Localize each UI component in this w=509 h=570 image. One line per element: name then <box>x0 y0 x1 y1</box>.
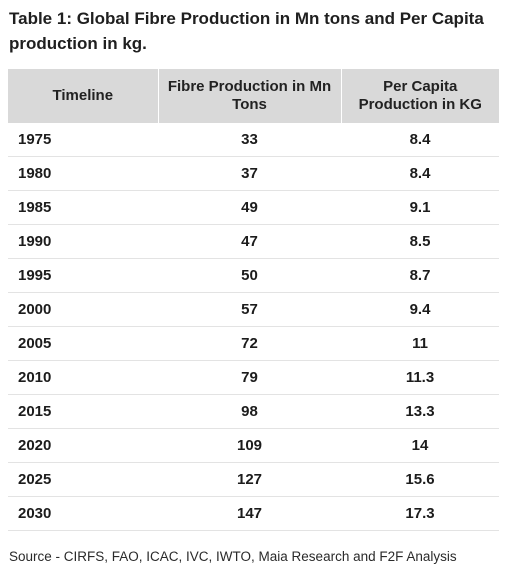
table-row: 1985 49 9.1 <box>8 190 499 225</box>
cell-per-capita: 8.7 <box>341 258 499 293</box>
table-row: 2025 127 15.6 <box>8 462 499 497</box>
table-row: 2010 79 11.3 <box>8 360 499 395</box>
header-fibre-production: Fibre Production in Mn Tons <box>158 69 342 123</box>
cell-per-capita: 8.4 <box>341 123 499 157</box>
cell-per-capita: 9.1 <box>341 190 499 225</box>
cell-fibre-production: 47 <box>158 224 341 259</box>
cell-timeline: 2010 <box>8 360 158 395</box>
table-row: 1975 33 8.4 <box>8 123 499 157</box>
cell-per-capita: 11 <box>341 326 499 361</box>
cell-timeline: 2020 <box>8 428 158 463</box>
cell-fibre-production: 98 <box>158 394 341 429</box>
table-row: 2030 147 17.3 <box>8 496 499 531</box>
table-row: 2000 57 9.4 <box>8 292 499 327</box>
cell-timeline: 1980 <box>8 156 158 191</box>
cell-fibre-production: 57 <box>158 292 341 327</box>
cell-fibre-production: 127 <box>158 462 341 497</box>
cell-per-capita: 17.3 <box>341 496 499 531</box>
data-table-container: Timeline Fibre Production in Mn Tons Per… <box>8 69 499 531</box>
cell-fibre-production: 37 <box>158 156 341 191</box>
cell-fibre-production: 72 <box>158 326 341 361</box>
cell-per-capita: 9.4 <box>341 292 499 327</box>
table-title: Table 1: Global Fibre Production in Mn t… <box>9 9 484 53</box>
cell-timeline: 1985 <box>8 190 158 225</box>
cell-timeline: 1975 <box>8 123 158 157</box>
cell-fibre-production: 50 <box>158 258 341 293</box>
cell-fibre-production: 79 <box>158 360 341 395</box>
table-body: 1975 33 8.4 1980 37 8.4 1985 49 9.1 1990 47 8.5 1995… <box>8 123 499 531</box>
cell-timeline: 2015 <box>8 394 158 429</box>
cell-per-capita: 14 <box>341 428 499 463</box>
fibre-production-table: Timeline Fibre Production in Mn Tons Per… <box>8 69 499 531</box>
header-timeline: Timeline <box>8 69 159 123</box>
cell-fibre-production: 33 <box>158 123 341 157</box>
cell-timeline: 1990 <box>8 224 158 259</box>
cell-fibre-production: 49 <box>158 190 341 225</box>
cell-fibre-production: 147 <box>158 496 341 531</box>
cell-fibre-production: 109 <box>158 428 341 463</box>
cell-timeline: 2030 <box>8 496 158 531</box>
cell-per-capita: 8.4 <box>341 156 499 191</box>
cell-per-capita: 15.6 <box>341 462 499 497</box>
cell-per-capita: 11.3 <box>341 360 499 395</box>
cell-timeline: 1995 <box>8 258 158 293</box>
source-note: Source - CIRFS, FAO, ICAC, IVC, IWTO, Ma… <box>9 549 457 564</box>
table-row: 1990 47 8.5 <box>8 224 499 259</box>
cell-timeline: 2005 <box>8 326 158 361</box>
table-header-row: Timeline Fibre Production in Mn Tons Per… <box>8 69 499 123</box>
header-per-capita: Per Capita Production in KG <box>341 69 499 123</box>
cell-per-capita: 8.5 <box>341 224 499 259</box>
cell-timeline: 2000 <box>8 292 158 327</box>
table-row: 1995 50 8.7 <box>8 258 499 293</box>
table-row: 2005 72 11 <box>8 326 499 361</box>
cell-per-capita: 13.3 <box>341 394 499 429</box>
table-row: 2020 109 14 <box>8 428 499 463</box>
table-row: 2015 98 13.3 <box>8 394 499 429</box>
table-row: 1980 37 8.4 <box>8 156 499 191</box>
cell-timeline: 2025 <box>8 462 158 497</box>
